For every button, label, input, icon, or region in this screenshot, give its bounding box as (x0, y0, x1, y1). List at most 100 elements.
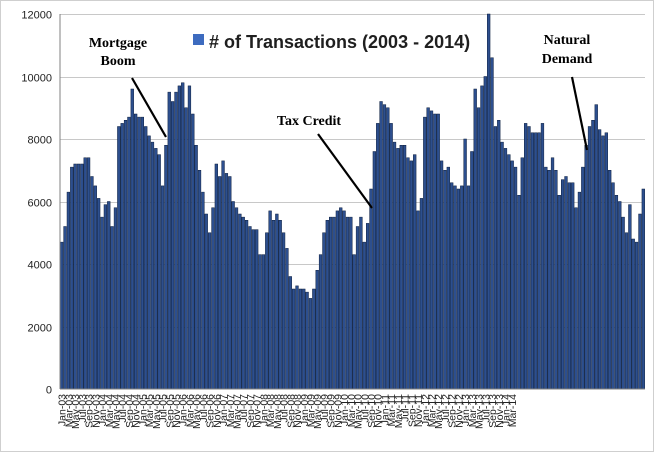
bar-85 (345, 216, 350, 390)
bar-84 (342, 210, 346, 390)
bar-61 (265, 232, 269, 390)
bar-115 (446, 166, 450, 390)
x-tick-label-may-07: May-07 (232, 394, 244, 429)
bar-36 (181, 82, 185, 390)
bar-112 (436, 113, 440, 390)
bar-7 (83, 157, 87, 390)
bar-171 (634, 241, 639, 390)
bar-138 (524, 123, 528, 390)
axes (59, 14, 645, 390)
bar-71 (298, 288, 303, 390)
bar-38 (187, 85, 192, 390)
bar-101 (399, 145, 403, 390)
bar-42 (201, 191, 205, 390)
bar-167 (621, 216, 625, 390)
bar-121 (466, 185, 471, 390)
bar-117 (453, 185, 457, 390)
bar-157 (587, 126, 592, 390)
bar-5 (76, 163, 81, 390)
bar-83 (339, 207, 343, 390)
bar-10 (93, 185, 97, 390)
x-tick-label-sep-13: Sep-13 (487, 394, 499, 428)
bar-165 (614, 195, 619, 390)
bar-60 (261, 254, 266, 390)
x-tick-label-mar-10: Mar-10 (346, 394, 358, 427)
bar-80 (329, 216, 333, 390)
bar-96 (382, 104, 387, 390)
x-tick-label-may-03: May-03 (70, 394, 82, 429)
x-tick-label-jul-08: Jul-08 (279, 394, 291, 423)
bar-130 (497, 120, 501, 390)
bar-172 (638, 213, 642, 390)
legend: # of Transactions (2003 - 2014) (193, 32, 470, 52)
bar-108 (423, 116, 427, 390)
bar-133 (507, 154, 511, 390)
x-tick-label-sep-10: Sep-10 (366, 394, 378, 428)
bar-95 (379, 101, 383, 390)
annotation-mortgage-boom-arrow (131, 77, 167, 138)
bar-166 (618, 201, 622, 390)
bar-46 (214, 163, 218, 390)
bar-98 (389, 123, 393, 390)
bar-126 (483, 76, 487, 390)
bar-125 (480, 85, 484, 390)
bar-52 (234, 207, 239, 390)
bar-94 (376, 123, 380, 390)
x-tick-label-jan-09: Jan-09 (299, 394, 311, 426)
x-tick-label-sep-04: Sep-04 (124, 394, 136, 428)
bar-23 (137, 116, 141, 390)
x-tick-label-jul-12: Jul-12 (440, 394, 452, 423)
x-tick-label-jul-07: Jul-07 (238, 394, 250, 423)
bar-22 (134, 113, 138, 390)
bar-142 (537, 132, 541, 390)
bar-20 (127, 116, 131, 390)
bar-29 (157, 154, 161, 390)
x-tick-label-sep-06: Sep-06 (205, 394, 217, 428)
x-tick-label-sep-07: Sep-07 (245, 394, 257, 428)
bar-151 (567, 182, 571, 390)
bar-70 (295, 285, 299, 390)
bar-16 (113, 207, 118, 390)
bar-136 (517, 195, 521, 390)
x-tick-label-mar-06: Mar-06 (184, 394, 196, 427)
bars (60, 13, 645, 390)
bar-1 (63, 226, 67, 390)
bar-66 (281, 232, 286, 390)
bar-13 (103, 204, 108, 390)
bar-140 (530, 132, 534, 390)
bar-146 (550, 157, 555, 390)
bar-65 (278, 220, 282, 390)
annotation-mortgage-boom-line2: Boom (101, 54, 136, 69)
bar-170 (631, 238, 635, 390)
bar-134 (510, 160, 514, 390)
bar-104 (409, 160, 413, 390)
bar-141 (534, 132, 538, 390)
x-tick-label-nov-07: Nov-07 (252, 394, 264, 428)
bar-161 (601, 135, 605, 390)
bar-9 (90, 176, 94, 390)
bar-156 (584, 145, 588, 390)
bar-120 (463, 138, 467, 390)
x-tick-label-mar-04: Mar-04 (104, 394, 116, 427)
bar-106 (416, 210, 420, 390)
x-tick-label-jul-04: Jul-04 (117, 394, 129, 423)
bar-102 (402, 145, 407, 390)
bar-162 (604, 132, 608, 390)
bar-86 (349, 216, 353, 390)
annotations: Mortgage Boom Tax Credit Natural Demand (89, 33, 592, 209)
bar-129 (493, 126, 498, 390)
bar-100 (396, 148, 400, 390)
y-tick-label-10000: 10000 (21, 73, 52, 85)
bar-128 (490, 57, 494, 390)
x-tick-labels: Jan-03Mar-03May-03Jul-03Sep-03Nov-03Jan-… (57, 394, 520, 429)
x-tick-label-mar-08: Mar-08 (265, 394, 277, 427)
bar-33 (171, 101, 175, 390)
bar-51 (231, 201, 235, 390)
bar-147 (554, 170, 558, 390)
bar-127 (487, 13, 491, 390)
bar-67 (285, 248, 289, 390)
bar-139 (527, 126, 531, 390)
bar-97 (386, 107, 390, 390)
bar-63 (271, 220, 276, 390)
x-tick-label-nov-12: Nov-12 (453, 394, 465, 428)
